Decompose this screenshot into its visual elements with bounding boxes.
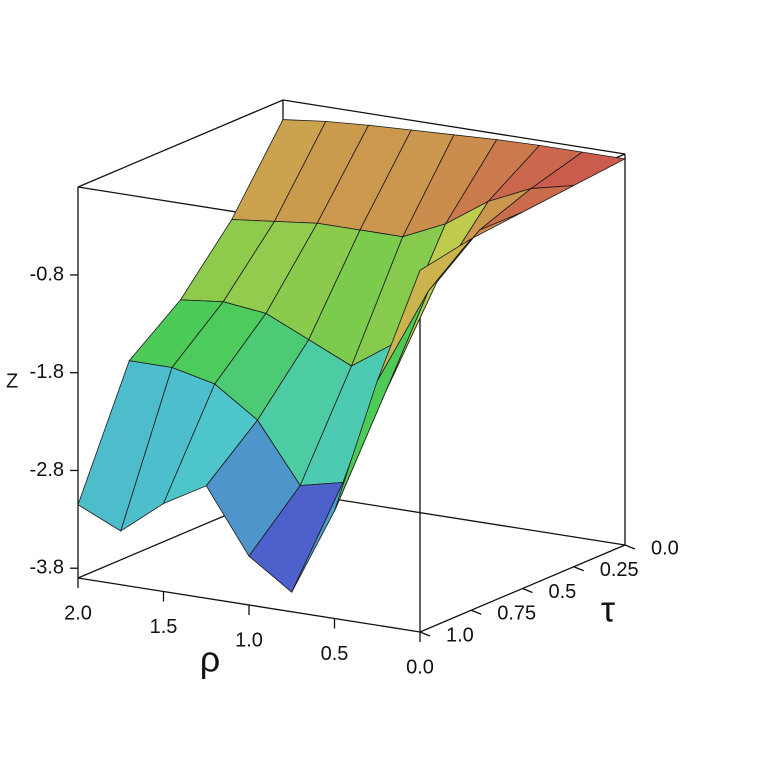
box-edge <box>282 490 626 546</box>
rho-tick-label: 0.0 <box>406 656 434 678</box>
tau-tick-label: 0.5 <box>549 581 577 603</box>
box-edge <box>77 99 284 188</box>
z-tick-label: -1.8 <box>30 361 64 383</box>
rho-tick-label: 2.0 <box>64 602 92 624</box>
z-tick-label: -0.8 <box>30 263 64 285</box>
rho-tick-label: 1.0 <box>235 629 263 651</box>
tau-tick-label: 0.0 <box>651 537 679 559</box>
tau-tick <box>522 587 533 594</box>
surface-cell <box>376 238 472 382</box>
tau-tick-label: 0.25 <box>600 559 639 581</box>
z-tick-label: -3.8 <box>30 557 64 579</box>
tau-tick-label: 0.75 <box>497 603 536 625</box>
box-edge <box>282 99 626 155</box>
z-tick-label: -2.8 <box>30 459 64 481</box>
tau-tick <box>573 566 584 572</box>
rho-axis-label: ρ <box>200 639 220 680</box>
tau-tick <box>419 631 431 637</box>
rho-tick-label: 1.5 <box>150 616 178 638</box>
rho-tick-label: 0.5 <box>321 643 349 665</box>
tau-tick-label: 1.0 <box>446 624 474 646</box>
tau-axis-label: τ <box>601 589 615 630</box>
tau-tick <box>471 609 482 615</box>
z-axis-label: Z <box>6 370 18 392</box>
tau-tick <box>624 544 636 550</box>
